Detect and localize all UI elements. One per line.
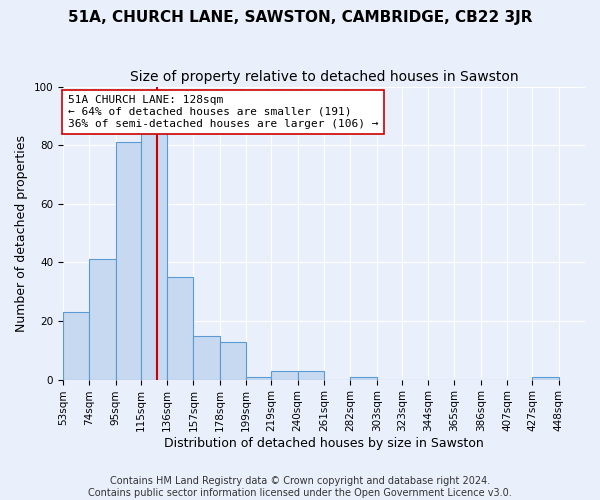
X-axis label: Distribution of detached houses by size in Sawston: Distribution of detached houses by size … — [164, 437, 484, 450]
Title: Size of property relative to detached houses in Sawston: Size of property relative to detached ho… — [130, 70, 518, 84]
Text: 51A, CHURCH LANE, SAWSTON, CAMBRIDGE, CB22 3JR: 51A, CHURCH LANE, SAWSTON, CAMBRIDGE, CB… — [68, 10, 532, 25]
Bar — [193, 336, 220, 380]
Bar — [63, 312, 89, 380]
Bar — [246, 376, 271, 380]
Bar — [532, 376, 559, 380]
Text: Contains HM Land Registry data © Crown copyright and database right 2024.
Contai: Contains HM Land Registry data © Crown c… — [88, 476, 512, 498]
Bar — [298, 371, 324, 380]
Y-axis label: Number of detached properties: Number of detached properties — [15, 134, 28, 332]
Bar — [350, 376, 377, 380]
Bar — [167, 277, 193, 380]
Text: 51A CHURCH LANE: 128sqm
← 64% of detached houses are smaller (191)
36% of semi-d: 51A CHURCH LANE: 128sqm ← 64% of detache… — [68, 96, 379, 128]
Bar — [89, 260, 116, 380]
Bar — [116, 142, 141, 380]
Bar — [141, 130, 167, 380]
Bar — [220, 342, 246, 380]
Bar — [271, 371, 298, 380]
